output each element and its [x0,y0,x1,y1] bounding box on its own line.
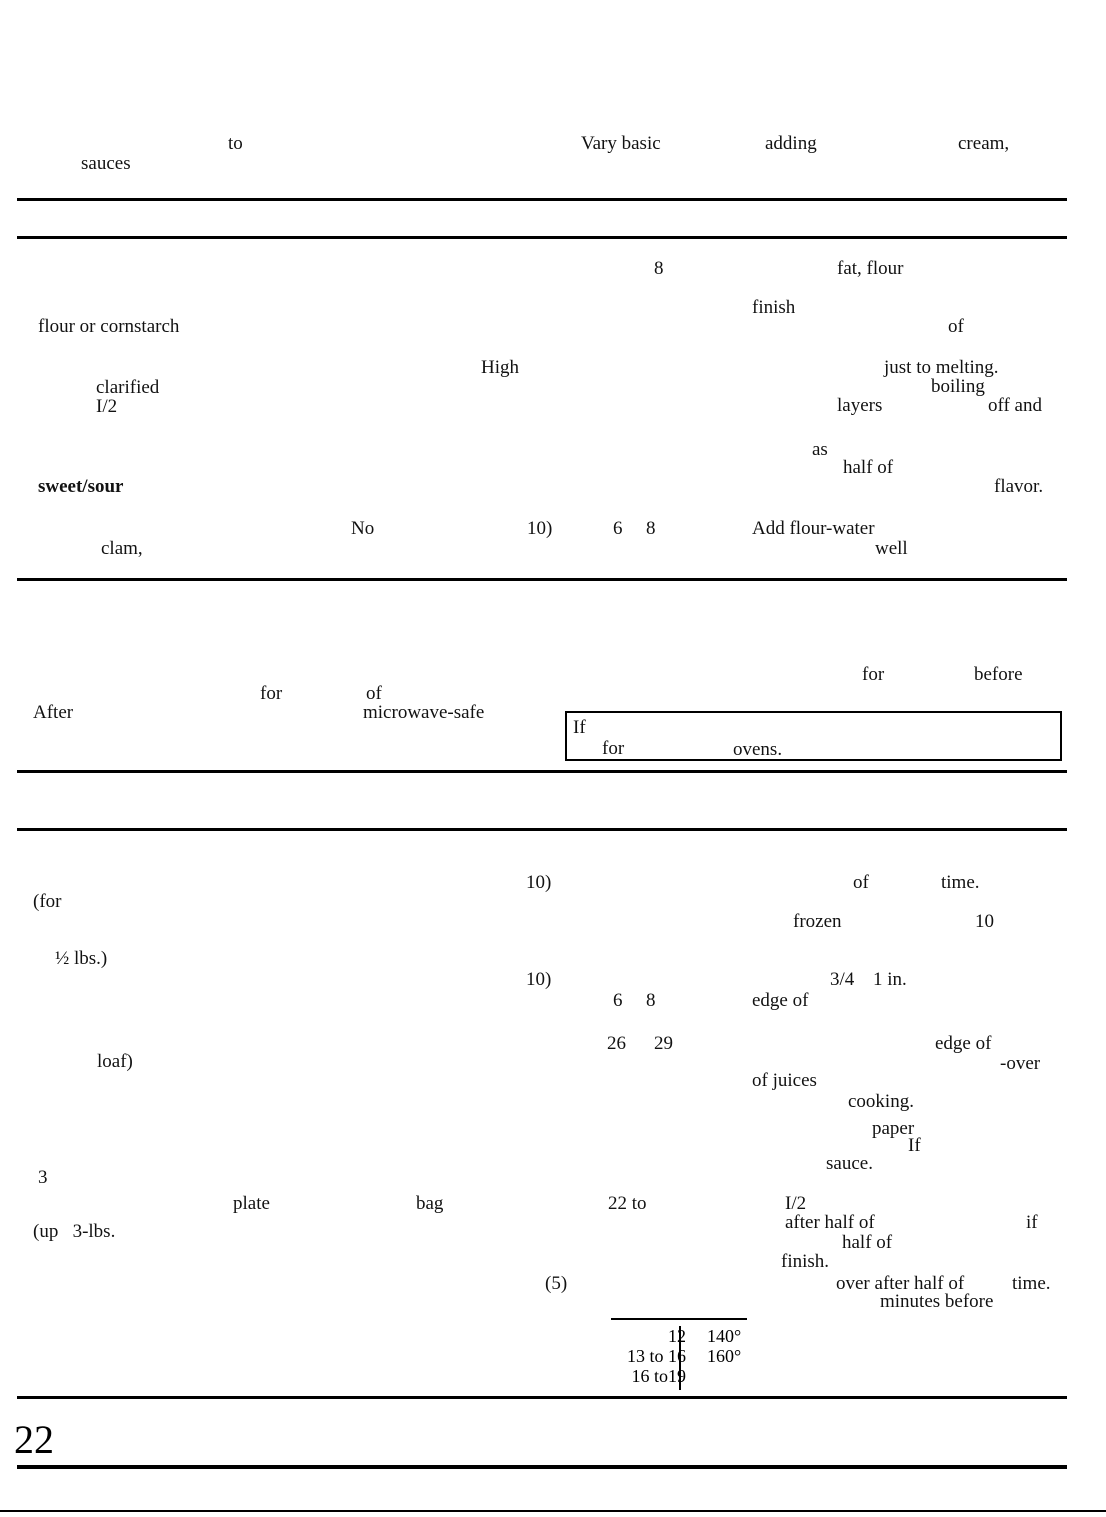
frag-three-quarter: 3/4 [830,969,855,990]
frag-26: 26 [607,1033,626,1054]
frag-frozen: frozen [793,911,842,932]
frag-half-of-1: half of [843,457,894,478]
frag-22-to: 22 to [608,1193,647,1214]
frag-to: to [228,133,243,154]
frag-add-flour-water: Add flour-water [752,518,875,539]
frag-over: -over [1000,1053,1041,1074]
frag-sauces: sauces [81,153,131,174]
frag-half-of-2: half of [842,1232,893,1253]
frag-over-after-half-of: over after half of [836,1273,965,1294]
frag-as: as [812,439,828,460]
frag-sweet-sour: sweet/sour [38,476,124,497]
frag-up-3-lbs: (up 3-lbs. [33,1221,116,1242]
frag-for-2: for [260,683,283,704]
frag-finish-2: finish. [781,1251,830,1272]
microwave-safe-note-box [565,711,1062,761]
frag-clam: clam, [101,538,143,559]
rule-defrost-bottom [17,770,1067,773]
rule-top-section [17,198,1067,201]
frag-flour-or-cornstarch: flour or cornstarch [38,316,180,337]
frag-fat-flour: fat, flour [837,258,904,279]
frag-half-lbs: ½ lbs.) [55,948,108,969]
frag-6b: 6 [613,990,623,1011]
rule-sauces-bottom [17,578,1067,581]
frag-vary-basic: Vary basic [581,133,661,154]
cell-temperature: 140° [707,1326,742,1346]
frag-of-3: of [853,872,869,893]
frag-8b: 8 [646,518,656,539]
frag-time-2: time. [1012,1273,1051,1294]
doneness-table: 12 140° 13 to 16 160° 16 to19 [613,1326,748,1386]
frag-10: 10 [975,911,994,932]
frag-paper: paper [872,1118,915,1139]
rule-meats-header [17,828,1067,831]
cell-minutes: 13 to 16 [626,1346,686,1366]
frag-before: before [974,664,1023,685]
rule-meats-bottom [17,1396,1067,1399]
frag-if: If [908,1135,921,1156]
frag-after-half-of-1: after half of [785,1212,875,1233]
frag-10-paren-1: 10) [527,518,553,539]
frag-sauce: sauce. [826,1153,873,1174]
frag-10-paren-3: 10) [526,969,552,990]
frag-cooking: cooking. [848,1091,914,1112]
frag-half-fraction: I/2 [96,396,118,417]
frag-microwave-safe: microwave-safe [363,702,485,723]
frag-bag: bag [416,1193,444,1214]
rule-sauces-header [17,236,1067,239]
frag-1-in: 1 in. [873,969,907,990]
frag-of-2: of [366,683,382,704]
frag-for-1: for [862,664,885,685]
cell-temperature [693,1366,748,1386]
frag-cream: cream, [958,133,1010,154]
frag-boiling: boiling [931,376,985,397]
cell-temperature: 160° [707,1346,742,1366]
cell-minutes: 12 [668,1326,686,1346]
frag-edge-of-1: edge of [752,990,809,1011]
frag-5-paren: (5) [545,1273,568,1294]
rule-footer-bottom [0,1510,1106,1512]
frag-8c: 8 [646,990,656,1011]
rule-footer-top [17,1465,1067,1469]
note-line-1: for [602,738,625,759]
frag-clarified: clarified [96,377,160,398]
frag-for-paren: (for [33,891,62,912]
table-row: 12 140° [613,1326,748,1346]
frag-edge-of-2: edge of [935,1033,992,1054]
frag-half-fraction-2: I/2 [785,1193,807,1214]
table-top-rule [611,1318,747,1320]
frag-minutes-before: minutes before [880,1291,994,1312]
cell-minutes: 16 to19 [631,1366,686,1386]
frag-finish: finish [752,297,796,318]
table-row: 16 to19 [613,1366,748,1386]
frag-no: No [351,518,375,539]
frag-3: 3 [38,1167,48,1188]
frag-plate: plate [233,1193,270,1214]
frag-layers: layers [837,395,883,416]
frag-just-to-melting: just to melting. [884,357,999,378]
frag-of-juices: of juices [752,1070,817,1091]
frag-6: 6 [613,518,623,539]
frag-after: After [33,702,74,723]
frag-if-2: if [1026,1212,1038,1233]
frag-adding: adding [765,133,817,154]
note-line-0: If [573,717,586,738]
frag-flavor: flavor. [994,476,1044,497]
note-line-2: ovens. [733,739,783,760]
frag-of-1: of [948,316,964,337]
frag-high: High [481,357,519,378]
table-row: 13 to 16 160° [613,1346,748,1366]
page-number: 22 [14,1417,54,1462]
frag-well: well [875,538,908,559]
frag-29: 29 [654,1033,673,1054]
frag-time-1: time. [941,872,980,893]
table-column-divider [679,1326,681,1390]
frag-10-paren-2: 10) [526,872,552,893]
frag-off-and: off and [988,395,1042,416]
frag-8: 8 [654,258,664,279]
frag-loaf: loaf) [97,1051,133,1072]
